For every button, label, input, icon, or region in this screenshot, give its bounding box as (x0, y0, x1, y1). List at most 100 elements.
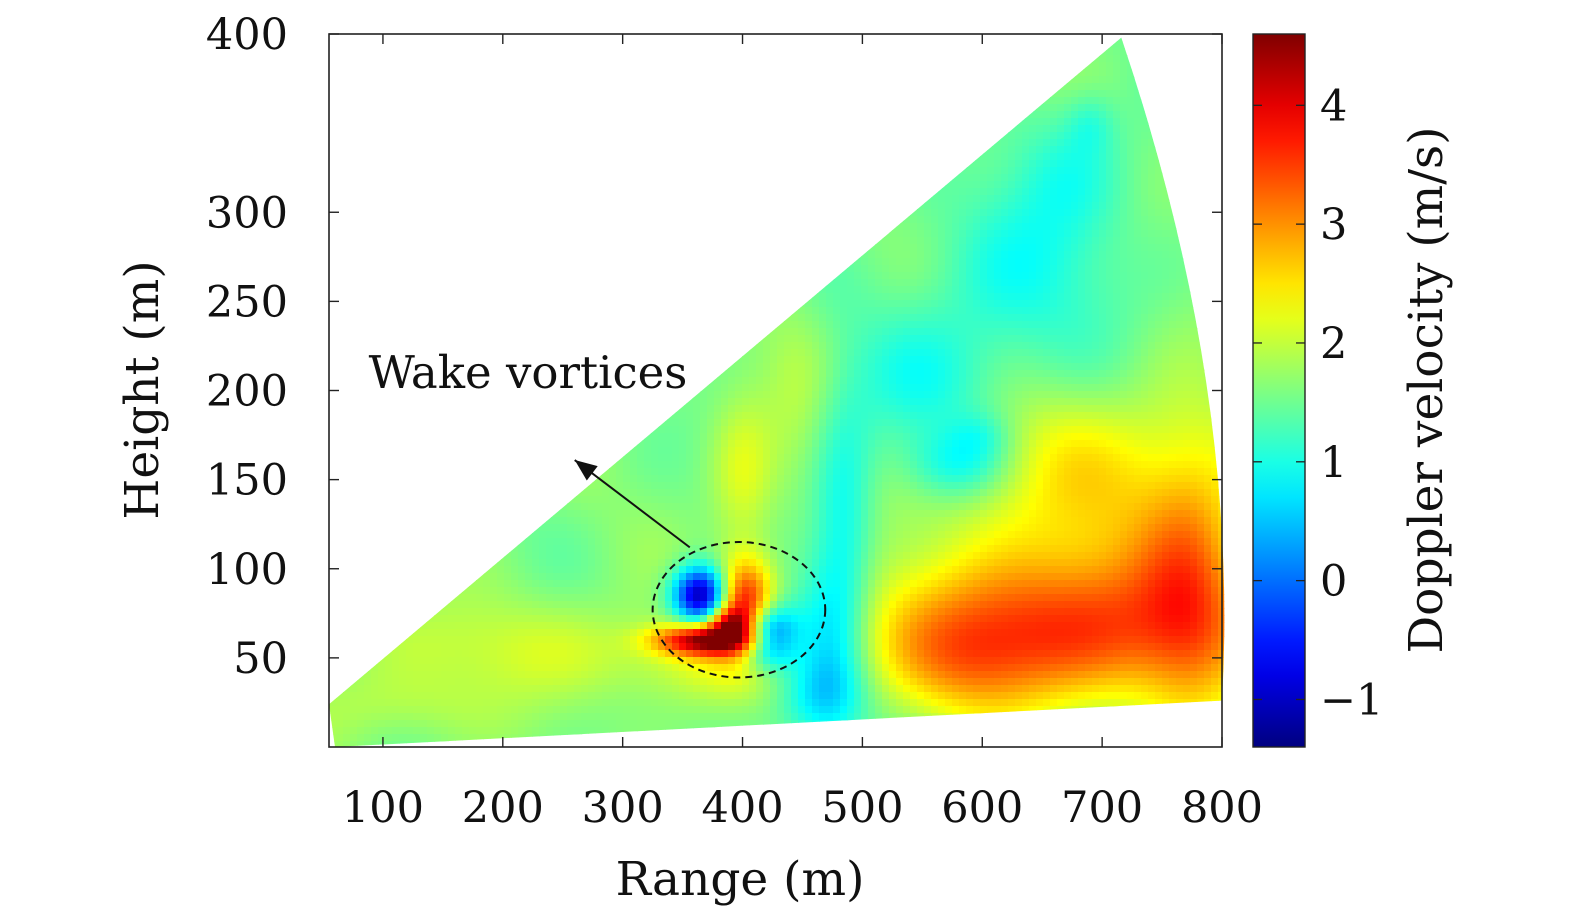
heatmap-cell (1064, 90, 1072, 98)
heatmap-cell (1064, 216, 1072, 224)
heatmap-cell (1120, 251, 1128, 259)
heatmap-cell (1022, 132, 1030, 140)
heatmap-cell (980, 272, 988, 280)
heatmap-cell (1099, 195, 1107, 203)
heatmap-cell (910, 265, 918, 273)
heatmap-cell (1085, 216, 1093, 224)
heatmap-cell (1155, 216, 1163, 224)
heatmap-cell (987, 286, 995, 294)
heatmap-cell (854, 279, 862, 287)
heatmap-cell (1106, 139, 1114, 147)
heatmap-cell (882, 237, 890, 245)
heatmap-cell (1029, 258, 1037, 266)
heatmap-cell (1092, 216, 1100, 224)
heatmap-cell (861, 265, 869, 273)
heatmap-cell (840, 279, 848, 287)
heatmap-cell (1078, 279, 1086, 287)
heatmap-cell (1050, 97, 1058, 105)
heatmap-cell (1127, 237, 1135, 245)
heatmap-cell (1155, 286, 1163, 294)
heatmap-cell (1099, 132, 1107, 140)
heatmap-cell (1015, 132, 1023, 140)
heatmap-cell (931, 223, 939, 231)
heatmap-cell (1029, 216, 1037, 224)
heatmap-cell (1029, 202, 1037, 210)
heatmap-cell (1120, 167, 1128, 175)
heatmap-cell (882, 258, 890, 266)
heatmap-cell (1113, 251, 1121, 259)
heatmap-cell (1036, 202, 1044, 210)
heatmap-cell (973, 251, 981, 259)
heatmap-cell (1022, 188, 1030, 196)
heatmap-cell (1092, 174, 1100, 182)
heatmap-cell (1113, 41, 1121, 49)
heatmap-cell (1036, 244, 1044, 252)
heatmap-cell (903, 244, 911, 252)
heatmap-cell (1029, 111, 1037, 119)
heatmap-cell (1050, 265, 1058, 273)
heatmap-cell (1043, 167, 1051, 175)
heatmap-cell (1078, 132, 1086, 140)
heatmap-cell (910, 244, 918, 252)
heatmap-cell (1099, 111, 1107, 119)
heatmap-cell (1134, 251, 1142, 259)
heatmap-cell (1036, 272, 1044, 280)
heatmap-cell (889, 244, 897, 252)
heatmap-cell (1099, 104, 1107, 112)
heatmap-cell (1085, 300, 1093, 308)
heatmap-cell (973, 272, 981, 280)
heatmap-cell (924, 251, 932, 259)
heatmap-cell (1120, 223, 1128, 231)
heatmap-cell (1008, 195, 1016, 203)
heatmap-cell (1008, 265, 1016, 273)
heatmap-cell (1085, 160, 1093, 168)
heatmap-cell (1078, 181, 1086, 189)
heatmap-cell (1113, 132, 1121, 140)
heatmap-cell (1085, 139, 1093, 147)
heatmap-cell (1141, 244, 1149, 252)
heatmap-cell (1099, 55, 1107, 63)
heatmap-cell (1057, 237, 1065, 245)
heatmap-cell (917, 209, 925, 217)
heatmap-cell (952, 202, 960, 210)
heatmap-cell (1183, 300, 1191, 308)
heatmap-cell (1015, 202, 1023, 210)
heatmap-cell (1022, 216, 1030, 224)
heatmap-cell (1120, 195, 1128, 203)
heatmap-cell (1106, 286, 1114, 294)
heatmap-cell (903, 216, 911, 224)
heatmap-cell (847, 300, 855, 308)
heatmap-cell (959, 209, 967, 217)
heatmap-cell (1064, 195, 1072, 203)
heatmap-cell (1029, 118, 1037, 126)
heatmap-cell (1050, 139, 1058, 147)
heatmap-cell (1148, 174, 1156, 182)
heatmap-cell (1120, 237, 1128, 245)
heatmap-cell (1134, 125, 1142, 133)
heatmap-cell (1057, 132, 1065, 140)
heatmap-cell (1071, 76, 1079, 84)
heatmap-cell (973, 160, 981, 168)
heatmap-cell (966, 286, 974, 294)
heatmap-cell (1043, 244, 1051, 252)
heatmap-cell (1071, 104, 1079, 112)
heatmap-cell (1029, 244, 1037, 252)
heatmap-cell (952, 244, 960, 252)
heatmap-cell (1106, 146, 1114, 154)
heatmap-cell (980, 167, 988, 175)
heatmap-cell (1106, 244, 1114, 252)
heatmap-cell (1134, 111, 1142, 119)
heatmap-cell (1134, 104, 1142, 112)
heatmap-cell (1127, 174, 1135, 182)
heatmap-cell (1113, 230, 1121, 238)
heatmap-cell (966, 174, 974, 182)
heatmap-cell (819, 293, 827, 301)
heatmap-cell (1106, 237, 1114, 245)
heatmap-cell (1176, 272, 1184, 280)
heatmap-cell (1022, 272, 1030, 280)
heatmap-cell (826, 293, 834, 301)
heatmap-cell (875, 300, 883, 308)
heatmap-cell (987, 293, 995, 301)
heatmap-cell (924, 300, 932, 308)
heatmap-cell (1001, 216, 1009, 224)
